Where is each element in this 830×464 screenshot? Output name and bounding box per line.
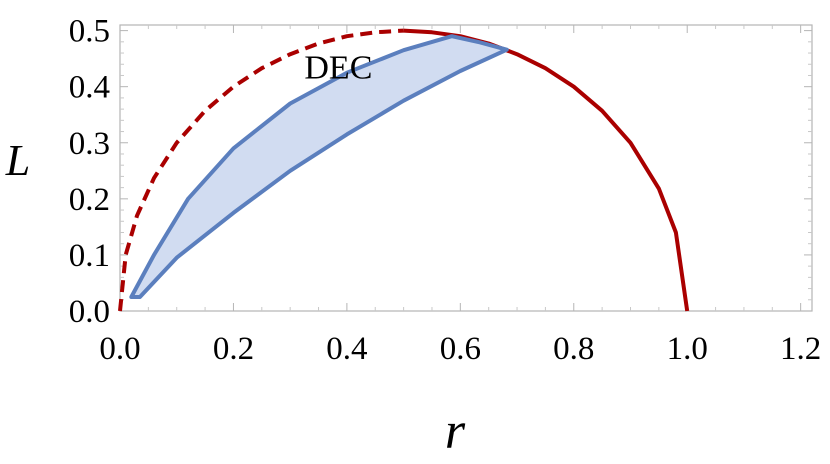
marks [118, 28, 690, 312]
y-tick-label: 0.2 [69, 182, 110, 218]
y-tick-label: 0.1 [69, 238, 110, 274]
x-axis-label: r [445, 403, 466, 460]
annotation-dec: DEC [304, 49, 372, 86]
y-axis-label: L [5, 136, 30, 185]
plot-frame [119, 24, 813, 312]
y-tick-label: 0.5 [69, 14, 110, 50]
x-tick-label: 1.2 [780, 331, 821, 367]
y-tick-label: 0.3 [69, 126, 110, 162]
y-tick-label: 0.4 [69, 70, 110, 106]
tick-labels: 0.0 0.2 0.4 0.6 0.8 1.0 1.2 0.0 0.1 0.2 0.3 0.4 0.5 [69, 14, 822, 367]
y-tick-label: 0.0 [69, 294, 110, 330]
dec-region [129, 34, 509, 299]
x-tick-label: 0.6 [440, 331, 481, 367]
ticks [119, 25, 812, 312]
x-tick-label: 0.8 [553, 331, 594, 367]
x-tick-label: 1.0 [667, 331, 708, 367]
x-tick-label: 0.4 [326, 331, 367, 367]
boundary-dashed-line [118, 28, 404, 312]
x-tick-label: 0.0 [99, 331, 140, 367]
x-tick-label: 0.2 [213, 331, 254, 367]
